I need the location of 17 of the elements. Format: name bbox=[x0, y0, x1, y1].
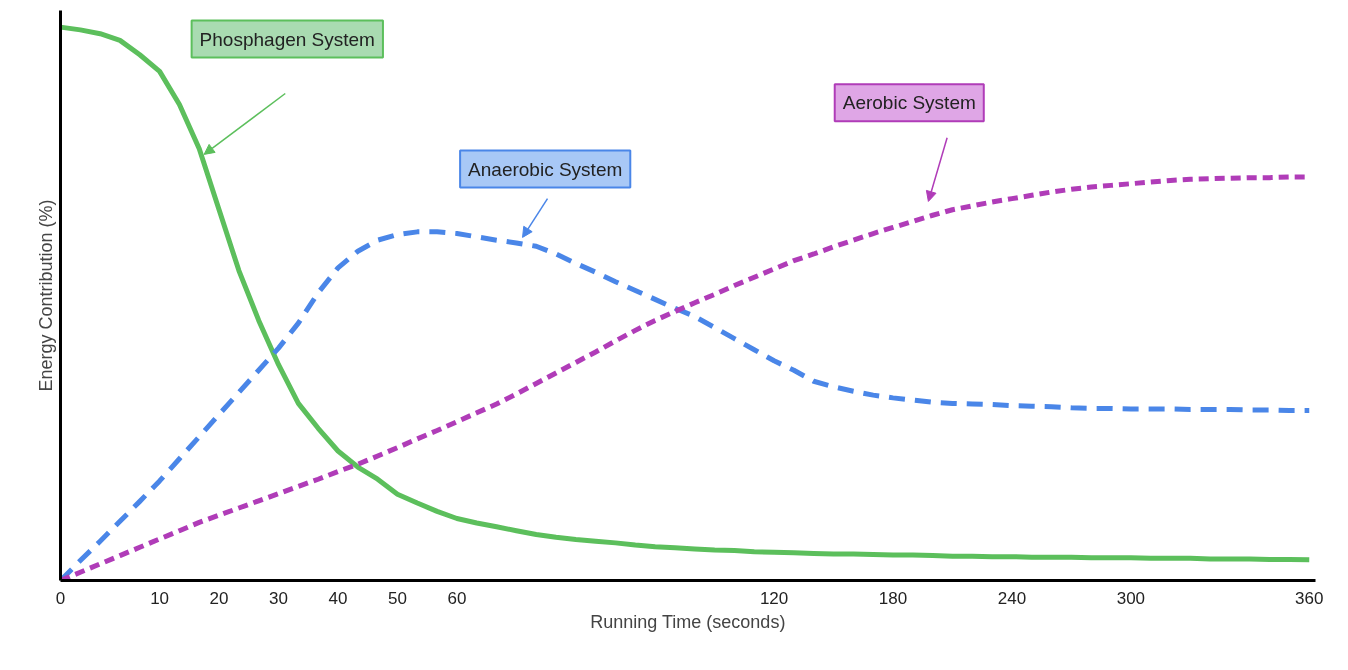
text: Anaerobic System bbox=[468, 158, 623, 180]
x-tick-label: 10 bbox=[150, 588, 170, 608]
x-tick-label: 30 bbox=[269, 588, 288, 608]
x-tick-label: 20 bbox=[209, 588, 229, 608]
x-tick-label: 360 bbox=[1295, 588, 1324, 608]
x-tick-label: 50 bbox=[388, 588, 407, 608]
x-axis-title: Running Time (seconds) bbox=[590, 611, 786, 632]
x-tick-label: 180 bbox=[878, 588, 908, 608]
x-tick-label: 40 bbox=[328, 588, 348, 608]
x-tick-label: 300 bbox=[1116, 588, 1146, 608]
x-tick-label: 120 bbox=[759, 588, 789, 608]
x-tick-label: 60 bbox=[447, 588, 467, 608]
y-axis-title: Energy Contribution (%) bbox=[35, 199, 56, 392]
x-tick-label: 0 bbox=[55, 588, 66, 608]
text: Phosphagen System bbox=[199, 28, 375, 50]
text: Aerobic System bbox=[842, 92, 976, 114]
x-tick-label: 240 bbox=[997, 588, 1027, 608]
